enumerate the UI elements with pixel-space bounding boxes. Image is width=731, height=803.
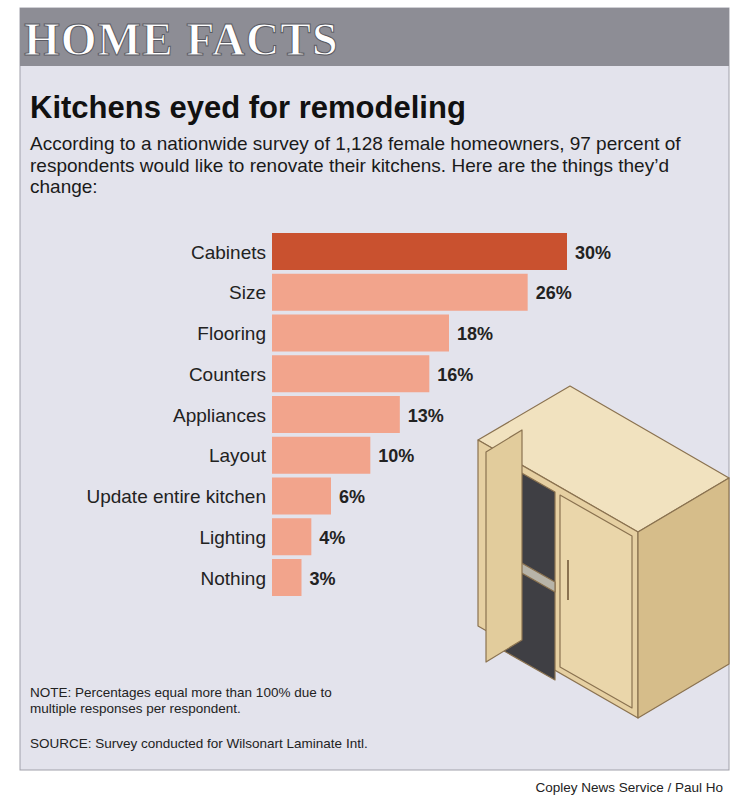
- labels: Cabinets 30% Size 26% Flooring 18% Counters 16%…: [86, 242, 611, 589]
- cabinet-open-door: [486, 430, 522, 662]
- data-label: 26%: [536, 283, 572, 303]
- category-label: Layout: [209, 445, 267, 466]
- bar: [272, 518, 311, 555]
- cabinet-handle: [567, 560, 569, 600]
- data-label: 6%: [339, 487, 365, 507]
- text-line: NOTE: Percentages equal more than 100% d…: [30, 685, 332, 700]
- data-label: 13%: [408, 406, 444, 426]
- category-label: Lighting: [199, 527, 266, 548]
- bars: [272, 233, 567, 596]
- credit: Copley News Service / Paul Ho: [535, 780, 723, 795]
- data-label: 16%: [437, 365, 473, 385]
- header: HOME FACTS: [24, 14, 339, 65]
- text-line: According to a nationwide survey of 1,12…: [30, 133, 681, 154]
- source: SOURCE: Survey conducted for Wilsonart L…: [30, 736, 368, 751]
- cabinet-illustration: [478, 386, 729, 718]
- data-label: 3%: [310, 569, 336, 589]
- bar: [272, 315, 449, 352]
- category-label: Appliances: [173, 405, 266, 426]
- bar: [272, 355, 429, 392]
- title: Kitchens eyed for remodeling: [30, 90, 466, 125]
- category-label: Cabinets: [191, 242, 266, 263]
- category-label: Counters: [189, 364, 266, 385]
- cabinet-side: [638, 478, 729, 718]
- subtitle: According to a nationwide survey of 1,12…: [30, 133, 681, 197]
- bar: [272, 559, 302, 596]
- text-line: change:: [30, 176, 98, 197]
- category-label: Flooring: [197, 323, 266, 344]
- data-label: 10%: [378, 446, 414, 466]
- bar: [272, 233, 567, 270]
- bar: [272, 437, 370, 474]
- cabinet-door: [560, 495, 632, 708]
- data-label: 4%: [319, 528, 345, 548]
- page-background: [0, 0, 731, 803]
- data-label: 30%: [575, 243, 611, 263]
- chart-root: HOME FACTS Kitchens eyed for remodeling Ac…: [0, 0, 731, 803]
- category-label: Update entire kitchen: [86, 486, 266, 507]
- text-line: respondents would like to renovate their…: [30, 155, 669, 176]
- bar: [272, 274, 528, 311]
- panel-background: [20, 8, 729, 770]
- category-label: Nothing: [201, 568, 267, 589]
- bar: [272, 396, 400, 433]
- bar: [272, 478, 331, 515]
- data-label: 18%: [457, 324, 493, 344]
- text-line: multiple responses per respondent.: [30, 701, 241, 716]
- note: NOTE: Percentages equal more than 100% d…: [30, 685, 332, 716]
- header-band: [20, 8, 729, 66]
- category-label: Size: [229, 282, 266, 303]
